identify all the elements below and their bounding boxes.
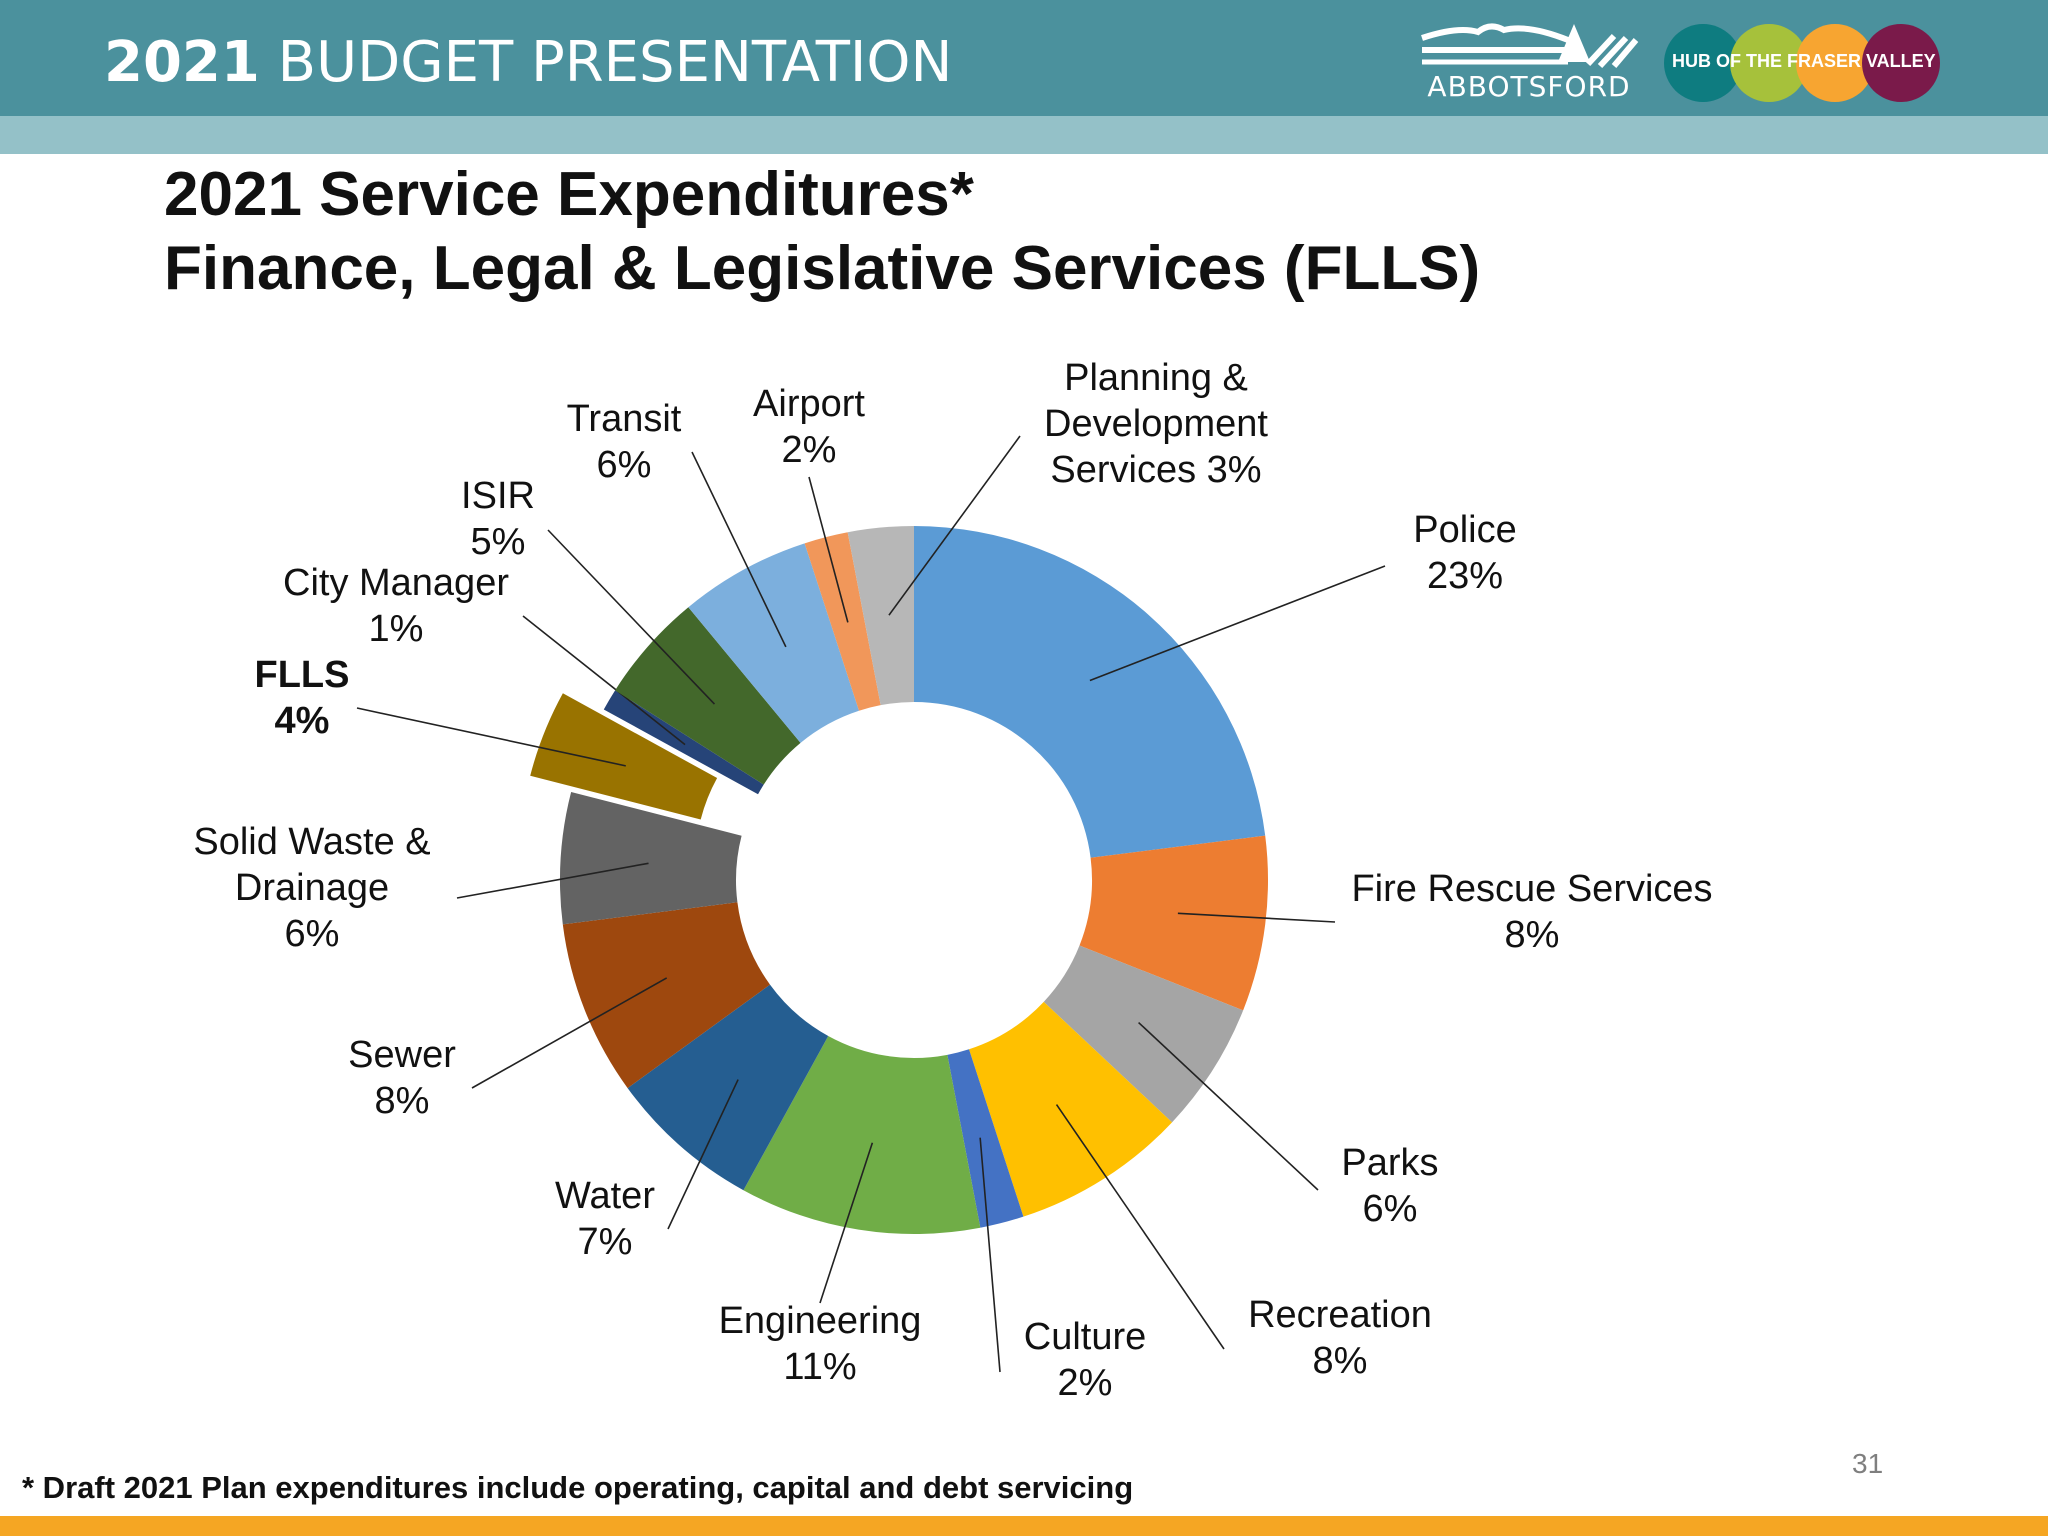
logo-wordmark: ABBOTSFORD xyxy=(1427,70,1631,103)
presentation-year: 2021 xyxy=(104,30,260,95)
leader-line xyxy=(888,435,1021,616)
footnote: * Draft 2021 Plan expenditures include o… xyxy=(22,1470,1134,1505)
slice-label: Fire Rescue Services 8% xyxy=(1351,868,1712,956)
abbotsford-logo: ABBOTSFORD xyxy=(1418,18,1640,108)
leader-line xyxy=(356,707,626,767)
slice-label: Planning & Development Services 3% xyxy=(1044,357,1268,491)
hub-circle-orange xyxy=(1796,24,1874,102)
slice-culture xyxy=(947,1049,1024,1228)
slice-label: Culture 2% xyxy=(1024,1316,1147,1404)
slice-label: Police 23% xyxy=(1413,509,1517,597)
leader-line xyxy=(667,1079,739,1230)
slice-water xyxy=(627,984,829,1191)
slide-title-line2: Finance, Legal & Legislative Services (F… xyxy=(164,234,1481,303)
hub-circle-green xyxy=(1730,24,1808,102)
slice-label: Parks 6% xyxy=(1341,1142,1438,1230)
slice-airport xyxy=(804,532,881,711)
presentation-title-text: BUDGET PRESENTATION xyxy=(277,30,953,95)
leader-line xyxy=(1138,1021,1319,1191)
slide-title-line1: 2021 Service Expenditures* xyxy=(164,160,974,229)
slice-solid-waste xyxy=(560,791,742,925)
leader-line xyxy=(979,1137,1001,1373)
presentation-title: 2021 BUDGET PRESENTATION xyxy=(104,30,952,95)
hub-text: HUB OF THE FRASER VALLEY xyxy=(1672,51,1936,71)
mountain-logo-icon xyxy=(1421,23,1639,69)
slice-engineering xyxy=(743,1035,981,1234)
leader-line xyxy=(1177,912,1336,923)
slice-isir xyxy=(615,607,801,785)
slice-transit xyxy=(688,543,859,743)
slice-parks xyxy=(1043,945,1244,1123)
slice-label: Solid Waste & Drainage 6% xyxy=(193,821,430,955)
slice-label: Recreation 8% xyxy=(1248,1294,1432,1382)
slice-label: Airport 2% xyxy=(753,383,865,471)
slice-recreation xyxy=(969,1001,1173,1217)
slice-flls xyxy=(530,693,718,820)
slide-title: 2021 Service Expenditures* Finance, Lega… xyxy=(164,158,1480,306)
leader-line xyxy=(1055,1104,1225,1350)
slice-label: Engineering 11% xyxy=(719,1300,922,1388)
leader-line xyxy=(456,862,649,899)
leader-line xyxy=(547,529,716,705)
hub-badge: HUB OF THE FRASER VALLEY xyxy=(1664,24,1944,104)
slice-label: ISIR 5% xyxy=(461,475,535,563)
leader-line xyxy=(819,1142,874,1304)
leader-line xyxy=(691,451,787,648)
slice-label: Transit 6% xyxy=(567,398,682,486)
header-subbar xyxy=(0,116,2048,154)
hub-circle-teal xyxy=(1664,24,1742,102)
page-number: 31 xyxy=(1852,1448,1884,1479)
leader-line xyxy=(522,615,686,746)
hub-circle-maroon xyxy=(1862,24,1940,102)
slice-sewer xyxy=(562,902,770,1089)
leader-line xyxy=(1089,565,1386,682)
slice-label: Water 7% xyxy=(555,1175,655,1263)
slice-planning xyxy=(847,526,914,706)
leader-line xyxy=(471,977,668,1089)
slice-police xyxy=(914,526,1266,858)
leader-line xyxy=(808,476,849,623)
slice-label: FLLS 4% xyxy=(255,654,350,742)
slice-fire-rescue-services xyxy=(1079,835,1268,1011)
slice-label: Sewer 8% xyxy=(348,1034,456,1122)
footer-bar xyxy=(0,1516,2048,1536)
slice-city-manager xyxy=(603,690,764,795)
slice-label: City Manager 1% xyxy=(283,562,509,650)
